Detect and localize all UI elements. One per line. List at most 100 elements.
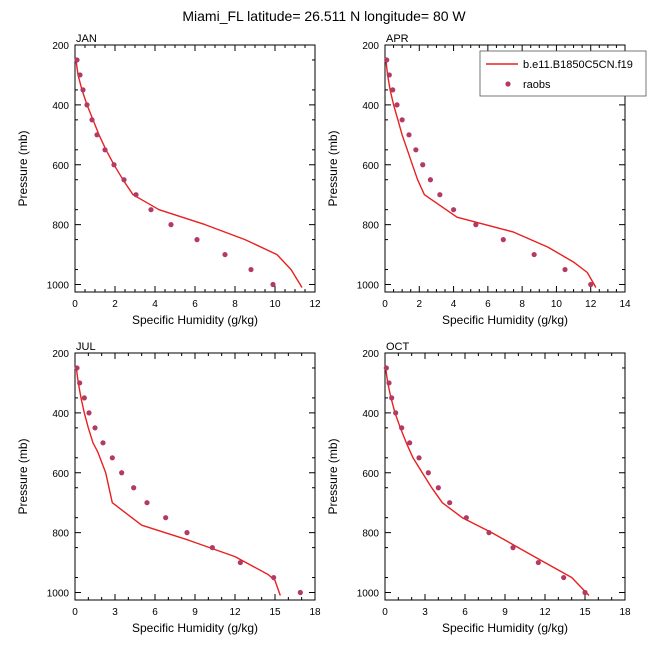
x-tick-label: 10	[551, 299, 563, 310]
raobs-point	[248, 266, 254, 273]
x-tick-label: 0	[382, 607, 388, 618]
raobs-point	[500, 237, 506, 243]
raobs-point	[222, 251, 228, 258]
x-tick-label: 10	[269, 299, 281, 310]
raobs-point	[131, 485, 137, 491]
x-tick-label: 6	[462, 607, 468, 618]
panel-oct: 0 3 6 9 12 15 18 200 400 600 800 1000 OCT Specific Hu…	[326, 341, 631, 635]
y-tick-label: 200	[362, 349, 379, 360]
x-tick-label: 12	[309, 299, 321, 310]
raobs-point	[84, 102, 90, 108]
y-tick-label: 400	[52, 409, 69, 420]
y-axis-label: Pressure (mb)	[326, 130, 340, 206]
y-tick-label: 800	[52, 221, 69, 232]
raobs-point	[77, 380, 83, 386]
raobs-point	[194, 237, 200, 243]
x-tick-label: 2	[417, 299, 423, 310]
legend: b.e11.B1850C5CN.f19 raobs	[479, 50, 647, 97]
panel-title: OCT	[386, 341, 410, 353]
x-axis-label: Specific Humidity (g/kg)	[442, 621, 568, 635]
y-tick-label: 800	[362, 529, 379, 540]
legend-obs-swatch	[505, 81, 511, 87]
raobs-point	[111, 162, 117, 168]
raobs-point	[81, 395, 87, 401]
raobs-point	[390, 87, 396, 93]
y-tick-label: 400	[52, 101, 69, 112]
x-tick-label: 9	[502, 607, 508, 618]
y-tick-label: 200	[362, 41, 379, 52]
raobs-point	[86, 410, 92, 416]
raobs-point	[144, 500, 150, 506]
raobs-point	[416, 455, 422, 461]
raobs-point	[531, 251, 537, 258]
legend-obs-label: raobs	[523, 79, 551, 91]
x-tick-label: 0	[72, 607, 78, 618]
raobs-point	[425, 470, 431, 476]
raobs-point	[270, 281, 276, 288]
x-tick-label: 15	[579, 607, 591, 618]
raobs-point	[89, 117, 95, 123]
raobs-point	[562, 266, 568, 273]
raobs-point	[383, 365, 389, 371]
model-series-line	[385, 367, 590, 596]
raobs-point	[561, 574, 567, 581]
x-axis-label: Specific Humidity (g/kg)	[132, 313, 258, 327]
y-tick-label: 200	[52, 349, 69, 360]
raobs-point	[184, 530, 190, 536]
raobs-point	[168, 222, 174, 228]
raobs-point	[163, 515, 169, 521]
x-tick-label: 12	[585, 299, 597, 310]
raobs-point	[297, 589, 303, 596]
panel-title: APR	[386, 33, 409, 45]
x-tick-label: 6	[485, 299, 491, 310]
raobs-point	[74, 57, 80, 63]
y-tick-label: 200	[52, 41, 69, 52]
raobs-point	[473, 222, 479, 228]
y-axis-label: Pressure (mb)	[326, 438, 340, 514]
raobs-point	[450, 207, 457, 213]
raobs-point	[582, 589, 588, 596]
panel-title: JAN	[76, 33, 97, 45]
raobs-point	[133, 192, 139, 198]
panel-apr: 0 2 4 6 8 10 12 14 200 400 600 800 1000 APR Specific H…	[326, 33, 631, 327]
y-tick-label: 1000	[47, 589, 70, 600]
raobs-point	[80, 87, 86, 93]
x-axis-label: Specific Humidity (g/kg)	[442, 313, 568, 327]
raobs-point	[384, 57, 390, 63]
raobs-point	[486, 530, 492, 536]
raobs-point	[148, 207, 154, 213]
x-tick-label: 6	[192, 299, 198, 310]
y-axis-label: Pressure (mb)	[16, 438, 30, 514]
y-tick-label: 800	[362, 221, 379, 232]
y-tick-label: 600	[362, 469, 379, 480]
x-tick-label: 0	[72, 299, 78, 310]
raobs-point	[399, 117, 405, 123]
y-tick-label: 600	[52, 469, 69, 480]
x-tick-label: 4	[451, 299, 457, 310]
raobs-point	[510, 545, 516, 551]
raobs-point	[420, 162, 426, 168]
y-tick-label: 1000	[357, 589, 380, 600]
raobs-point	[394, 102, 400, 108]
raobs-point	[463, 515, 469, 521]
raobs-point	[437, 192, 443, 198]
raobs-point	[427, 177, 434, 183]
panel-jul: 0 3 6 9 12 15 18 200 400 600 800 1000 JUL Specific Hu…	[16, 341, 321, 635]
x-tick-label: 8	[519, 299, 525, 310]
y-tick-label: 400	[362, 409, 379, 420]
x-tick-label: 14	[619, 299, 631, 310]
raobs-point	[535, 559, 541, 566]
raobs-point	[588, 281, 594, 288]
raobs-point	[94, 132, 100, 138]
figure-title: Miami_FL latitude= 26.511 N longitude= 8…	[182, 8, 466, 24]
y-tick-label: 800	[52, 529, 69, 540]
x-tick-label: 0	[382, 299, 388, 310]
x-tick-label: 2	[112, 299, 118, 310]
raobs-point	[121, 177, 127, 183]
raobs-point	[386, 380, 392, 386]
legend-model-label: b.e11.B1850C5CN.f19	[523, 59, 633, 71]
raobs-point	[271, 574, 277, 581]
x-tick-label: 8	[232, 299, 238, 310]
